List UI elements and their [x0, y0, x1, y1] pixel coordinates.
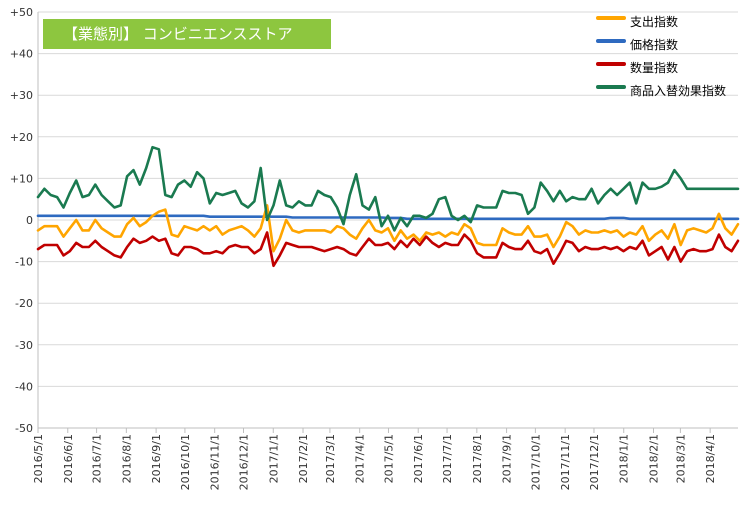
x-tick-label-13: 2017/6/1 [412, 434, 425, 483]
legend-entry-4: 商品入替効果指数 [596, 84, 727, 108]
y-tick-label-10: -50 [15, 422, 33, 435]
x-tick-label-10: 2017/3/1 [324, 434, 337, 483]
x-tick-label-23: 2018/4/1 [704, 434, 717, 483]
x-tick-label-0: 2016/5/1 [32, 434, 45, 483]
x-tick-label-3: 2016/8/1 [120, 434, 133, 483]
x-tick-label-2: 2016/7/1 [91, 434, 104, 483]
y-tick-label-9: -40 [15, 380, 33, 393]
y-tick-label-4: +10 [10, 172, 33, 185]
y-tick-label-8: -30 [15, 339, 33, 352]
legend-label-4: 商品入替効果指数 [630, 84, 727, 98]
x-tick-label-14: 2017/7/1 [441, 434, 454, 483]
y-tick-label-7: -20 [15, 297, 33, 310]
x-tick-label-8: 2017/1/1 [267, 434, 280, 483]
x-tick-label-4: 2016/9/1 [150, 434, 163, 483]
legend-label-3: 数量指数 [630, 61, 679, 75]
y-tick-label-3: +20 [10, 131, 33, 144]
y-axis-tick-labels: +50 +40 +30 +20 +10 0 -10 -20 -30 -40 -50 [10, 6, 33, 435]
x-tick-label-5: 2016/10/1 [179, 434, 192, 490]
y-tick-label-2: +30 [10, 89, 33, 102]
x-tick-label-22: 2018/3/1 [674, 434, 687, 483]
y-tick-label-1: +40 [10, 48, 33, 61]
x-tick-label-15: 2017/8/1 [471, 434, 484, 483]
x-tick-label-20: 2018/1/1 [618, 434, 631, 483]
legend-label-2: 価格指数 [630, 38, 679, 52]
legend-swatch-2 [596, 39, 626, 43]
series-line-4 [36, 145, 740, 232]
gridlines [37, 11, 738, 433]
y-tick-label-0: +50 [10, 6, 33, 19]
y-tick-label-5: 0 [26, 214, 33, 227]
legend-swatch-1 [596, 16, 626, 20]
x-tick-label-6: 2016/11/1 [209, 434, 222, 490]
legend-swatch-4 [596, 85, 626, 89]
x-tick-label-9: 2017/2/1 [297, 434, 310, 483]
legend-entry-1: 支出指数 [596, 15, 726, 39]
x-tick-label-21: 2018/2/1 [648, 434, 661, 483]
y-tick-label-6: -10 [15, 256, 33, 269]
x-axis-tick-labels: 2016/5/1 2016/6/1 2016/7/1 2016/8/1 2016/9/1… [32, 434, 717, 490]
x-tick-label-12: 2017/5/1 [382, 434, 395, 483]
x-tick-label-7: 2016/12/1 [237, 434, 250, 490]
x-tick-label-11: 2017/4/1 [354, 434, 367, 483]
legend: 支出指数 価格指数 数量指数 商品入替効果指数 [596, 15, 727, 108]
x-tick-label-1: 2016/6/1 [62, 434, 75, 483]
x-tick-label-17: 2017/10/1 [529, 434, 542, 490]
series-line-3 [36, 231, 740, 268]
x-tick-label-18: 2017/11/1 [559, 434, 572, 490]
legend-label-1: 支出指数 [630, 15, 679, 29]
series-lines [36, 145, 740, 268]
legend-swatch-3 [596, 62, 626, 66]
x-tick-label-16: 2017/9/1 [501, 434, 514, 483]
chart-title: 【業態別】 コンビニエンスストア [43, 19, 331, 49]
x-tick-label-19: 2017/12/1 [588, 434, 601, 490]
legend-entry-3: 数量指数 [596, 61, 726, 85]
series-line-1 [36, 204, 740, 253]
legend-entry-2: 価格指数 [596, 38, 726, 62]
